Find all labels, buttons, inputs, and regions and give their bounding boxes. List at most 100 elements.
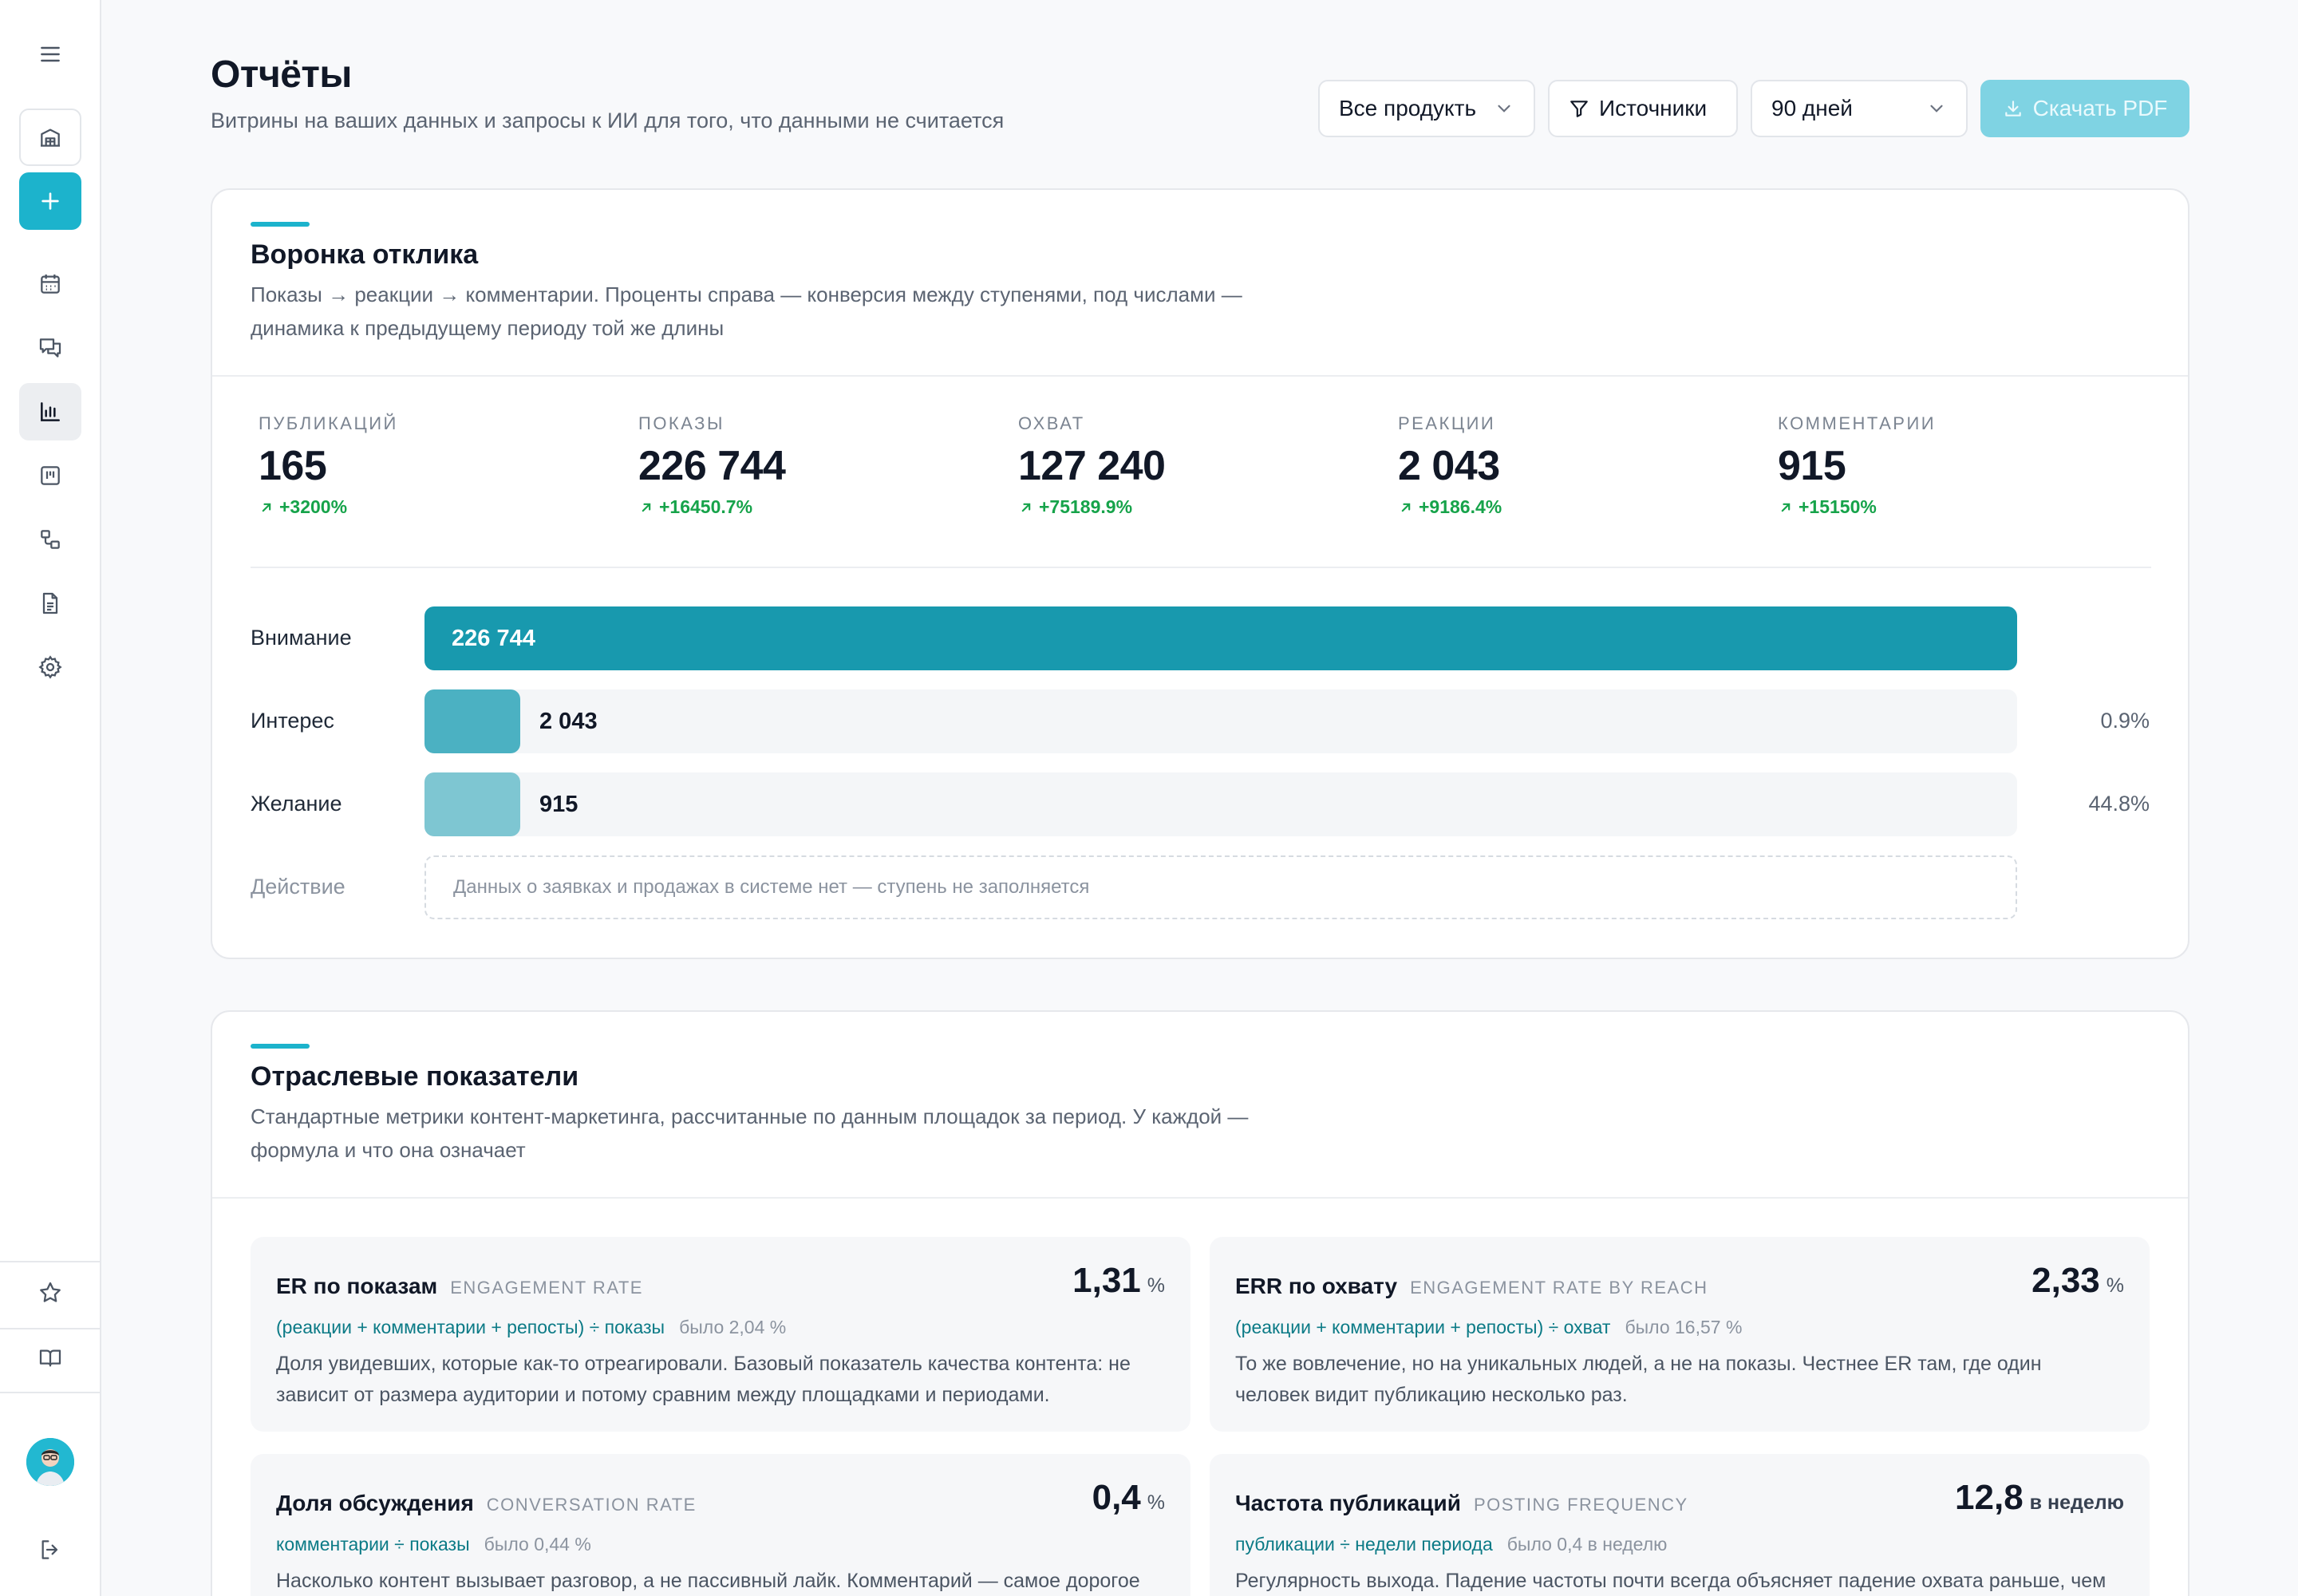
metric-previous: было 2,04 % — [679, 1317, 787, 1337]
stat-label: ОХВАТ — [1018, 413, 1085, 433]
arrow-up-right-icon — [1401, 503, 1411, 512]
metric-value: 2,33 % — [2031, 1261, 2124, 1301]
industry-description: Стандартные метрики контент-маркетинга, … — [251, 1104, 1249, 1162]
metric-formula-row: публикации ÷ недели периода было 0,4 в н… — [1235, 1534, 1667, 1555]
funnel-stage-label: Действие — [251, 875, 345, 899]
metric-unit: % — [1147, 1274, 1165, 1297]
metric-number: 0,4 — [1092, 1478, 1141, 1517]
funnel-stage-interest: 2 043 — [424, 689, 2017, 753]
metric-tile: Доля обсуждения CONVERSATION RATE 0,4 % … — [251, 1454, 1190, 1596]
metric-formula: (реакции + комментарии + репосты) ÷ пока… — [276, 1317, 665, 1337]
metric-description: То же вовлечение, но на уникальных людей… — [1235, 1353, 2042, 1406]
metric-value: 1,31 % — [1072, 1261, 1165, 1301]
products-select[interactable]: Все продукть — [1318, 80, 1535, 137]
download-icon — [2004, 101, 2021, 117]
funnel-bar-fill — [424, 772, 520, 836]
funnel-bar-fill — [424, 689, 520, 753]
stat-comments: КОММЕНТАРИИ 915 +15150% — [1778, 413, 2129, 518]
metric-number: 12,8 — [1955, 1478, 2024, 1517]
metric-head: ER по показам ENGAGEMENT RATE — [276, 1274, 643, 1299]
funnel-bar-value: 226 744 — [452, 625, 535, 651]
calendar-icon[interactable] — [19, 255, 81, 313]
metric-name: ER по показам — [276, 1274, 438, 1298]
stat-delta: +75189.9% — [1018, 496, 1369, 518]
arrow-up-right-icon — [1781, 503, 1791, 512]
stat-label: КОММЕНТАРИИ — [1778, 413, 1937, 433]
sidebar-divider — [0, 1392, 101, 1393]
stat-value: 2 043 — [1398, 443, 1500, 489]
stat-value: 127 240 — [1018, 443, 1166, 489]
logout-icon[interactable] — [19, 1521, 81, 1578]
metric-head: ERR по охвату ENGAGEMENT RATE BY REACH — [1235, 1274, 1708, 1299]
workflow-icon[interactable] — [19, 511, 81, 568]
industry-title: Отраслевые показатели — [251, 1061, 579, 1092]
stat-delta-value: +9186.4% — [1419, 496, 1502, 517]
products-select-value: Все продукть — [1339, 96, 1477, 120]
stat-delta: +15150% — [1778, 496, 2129, 518]
stat-delta: +16450.7% — [638, 496, 989, 518]
kanban-icon[interactable] — [19, 447, 81, 504]
arrow-up-right-icon — [1021, 503, 1031, 512]
menu-icon[interactable] — [19, 26, 81, 83]
stat-publications: ПУБЛИКАЦИЙ 165 +3200% — [259, 413, 610, 518]
stat-value: 915 — [1778, 443, 1846, 489]
stat-delta: +3200% — [259, 496, 610, 518]
stat-delta-value: +15150% — [1799, 496, 1877, 517]
page-title: Отчёты — [211, 53, 352, 96]
funnel-stage-label: Интерес — [251, 709, 334, 733]
stat-reach: ОХВАТ 127 240 +75189.9% — [1018, 413, 1369, 518]
funnel-conversion: 0.9% — [2100, 709, 2150, 733]
period-select[interactable]: 90 дней — [1751, 80, 1968, 137]
stat-label: ПОКАЗЫ — [638, 413, 725, 433]
document-icon[interactable] — [19, 575, 81, 632]
funnel-title: Воронка отклика — [251, 239, 479, 270]
star-icon[interactable] — [19, 1264, 81, 1321]
funnel-bar-value: 915 — [539, 791, 578, 817]
metric-formula: публикации ÷ недели периода — [1235, 1534, 1493, 1555]
metric-description: Насколько контент вызывает разговор, а н… — [276, 1570, 1140, 1592]
stats-divider — [251, 567, 2151, 568]
sources-label: Источники — [1599, 96, 1708, 120]
chat-icon[interactable] — [19, 319, 81, 377]
plus-icon[interactable] — [19, 172, 81, 230]
industry-card: Отраслевые показатели Стандартные метрик… — [211, 1010, 2189, 1596]
funnel-stage-action-empty: Данных о заявках и продажах в системе не… — [424, 855, 2017, 919]
building-icon[interactable] — [19, 109, 81, 166]
sidebar-divider — [0, 1261, 101, 1262]
stat-label: ПУБЛИКАЦИЙ — [259, 413, 398, 433]
metric-tile: ER по показам ENGAGEMENT RATE 1,31 % (ре… — [251, 1237, 1190, 1432]
settings-icon[interactable] — [19, 638, 81, 696]
book-icon[interactable] — [19, 1329, 81, 1387]
metric-formula-row: (реакции + комментарии + репосты) ÷ пока… — [276, 1317, 786, 1338]
funnel-conversion: 44.8% — [2088, 792, 2150, 816]
metric-head: Частота публикаций POSTING FREQUENCY — [1235, 1491, 1688, 1516]
metric-tile: ERR по охвату ENGAGEMENT RATE BY REACH 2… — [1210, 1237, 2150, 1432]
funnel-stage-label: Желание — [251, 792, 342, 816]
metric-unit: % — [2106, 1274, 2124, 1297]
metric-unit: в неделю — [2029, 1491, 2124, 1514]
funnel-stage-desire: 915 — [424, 772, 2017, 836]
stat-value: 226 744 — [638, 443, 786, 489]
metric-name: ERR по охвату — [1235, 1274, 1398, 1298]
funnel-stage-attention: 226 744 — [424, 606, 2017, 670]
stat-value: 165 — [259, 443, 327, 489]
avatar[interactable] — [26, 1438, 74, 1486]
metric-value: 0,4 % — [1092, 1478, 1165, 1518]
page-subtitle: Витрины на ваших данных и запросы к ИИ д… — [211, 109, 1005, 132]
metric-en-name: POSTING FREQUENCY — [1473, 1495, 1688, 1515]
funnel-card: Воронка отклика Показы → реакции → комме… — [211, 188, 2189, 959]
bar-chart-icon[interactable] — [19, 383, 81, 440]
sources-button[interactable]: Источники — [1548, 80, 1738, 137]
metric-number: 2,33 — [2031, 1261, 2100, 1300]
chevron-down-icon — [1930, 105, 1943, 113]
metric-description: Регулярность выхода. Падение частоты поч… — [1235, 1570, 2106, 1592]
download-pdf-label: Скачать PDF — [2032, 96, 2168, 120]
stat-label: РЕАКЦИИ — [1398, 413, 1496, 433]
metric-previous: было 16,57 % — [1625, 1317, 1743, 1337]
sidebar — [0, 0, 101, 1596]
metric-formula: комментарии ÷ показы — [276, 1534, 470, 1555]
metric-name: Частота публикаций — [1235, 1491, 1461, 1515]
download-pdf-button[interactable]: Скачать PDF — [1980, 80, 2189, 137]
stat-delta-value: +3200% — [279, 496, 348, 517]
stat-delta: +9186.4% — [1398, 496, 1749, 518]
